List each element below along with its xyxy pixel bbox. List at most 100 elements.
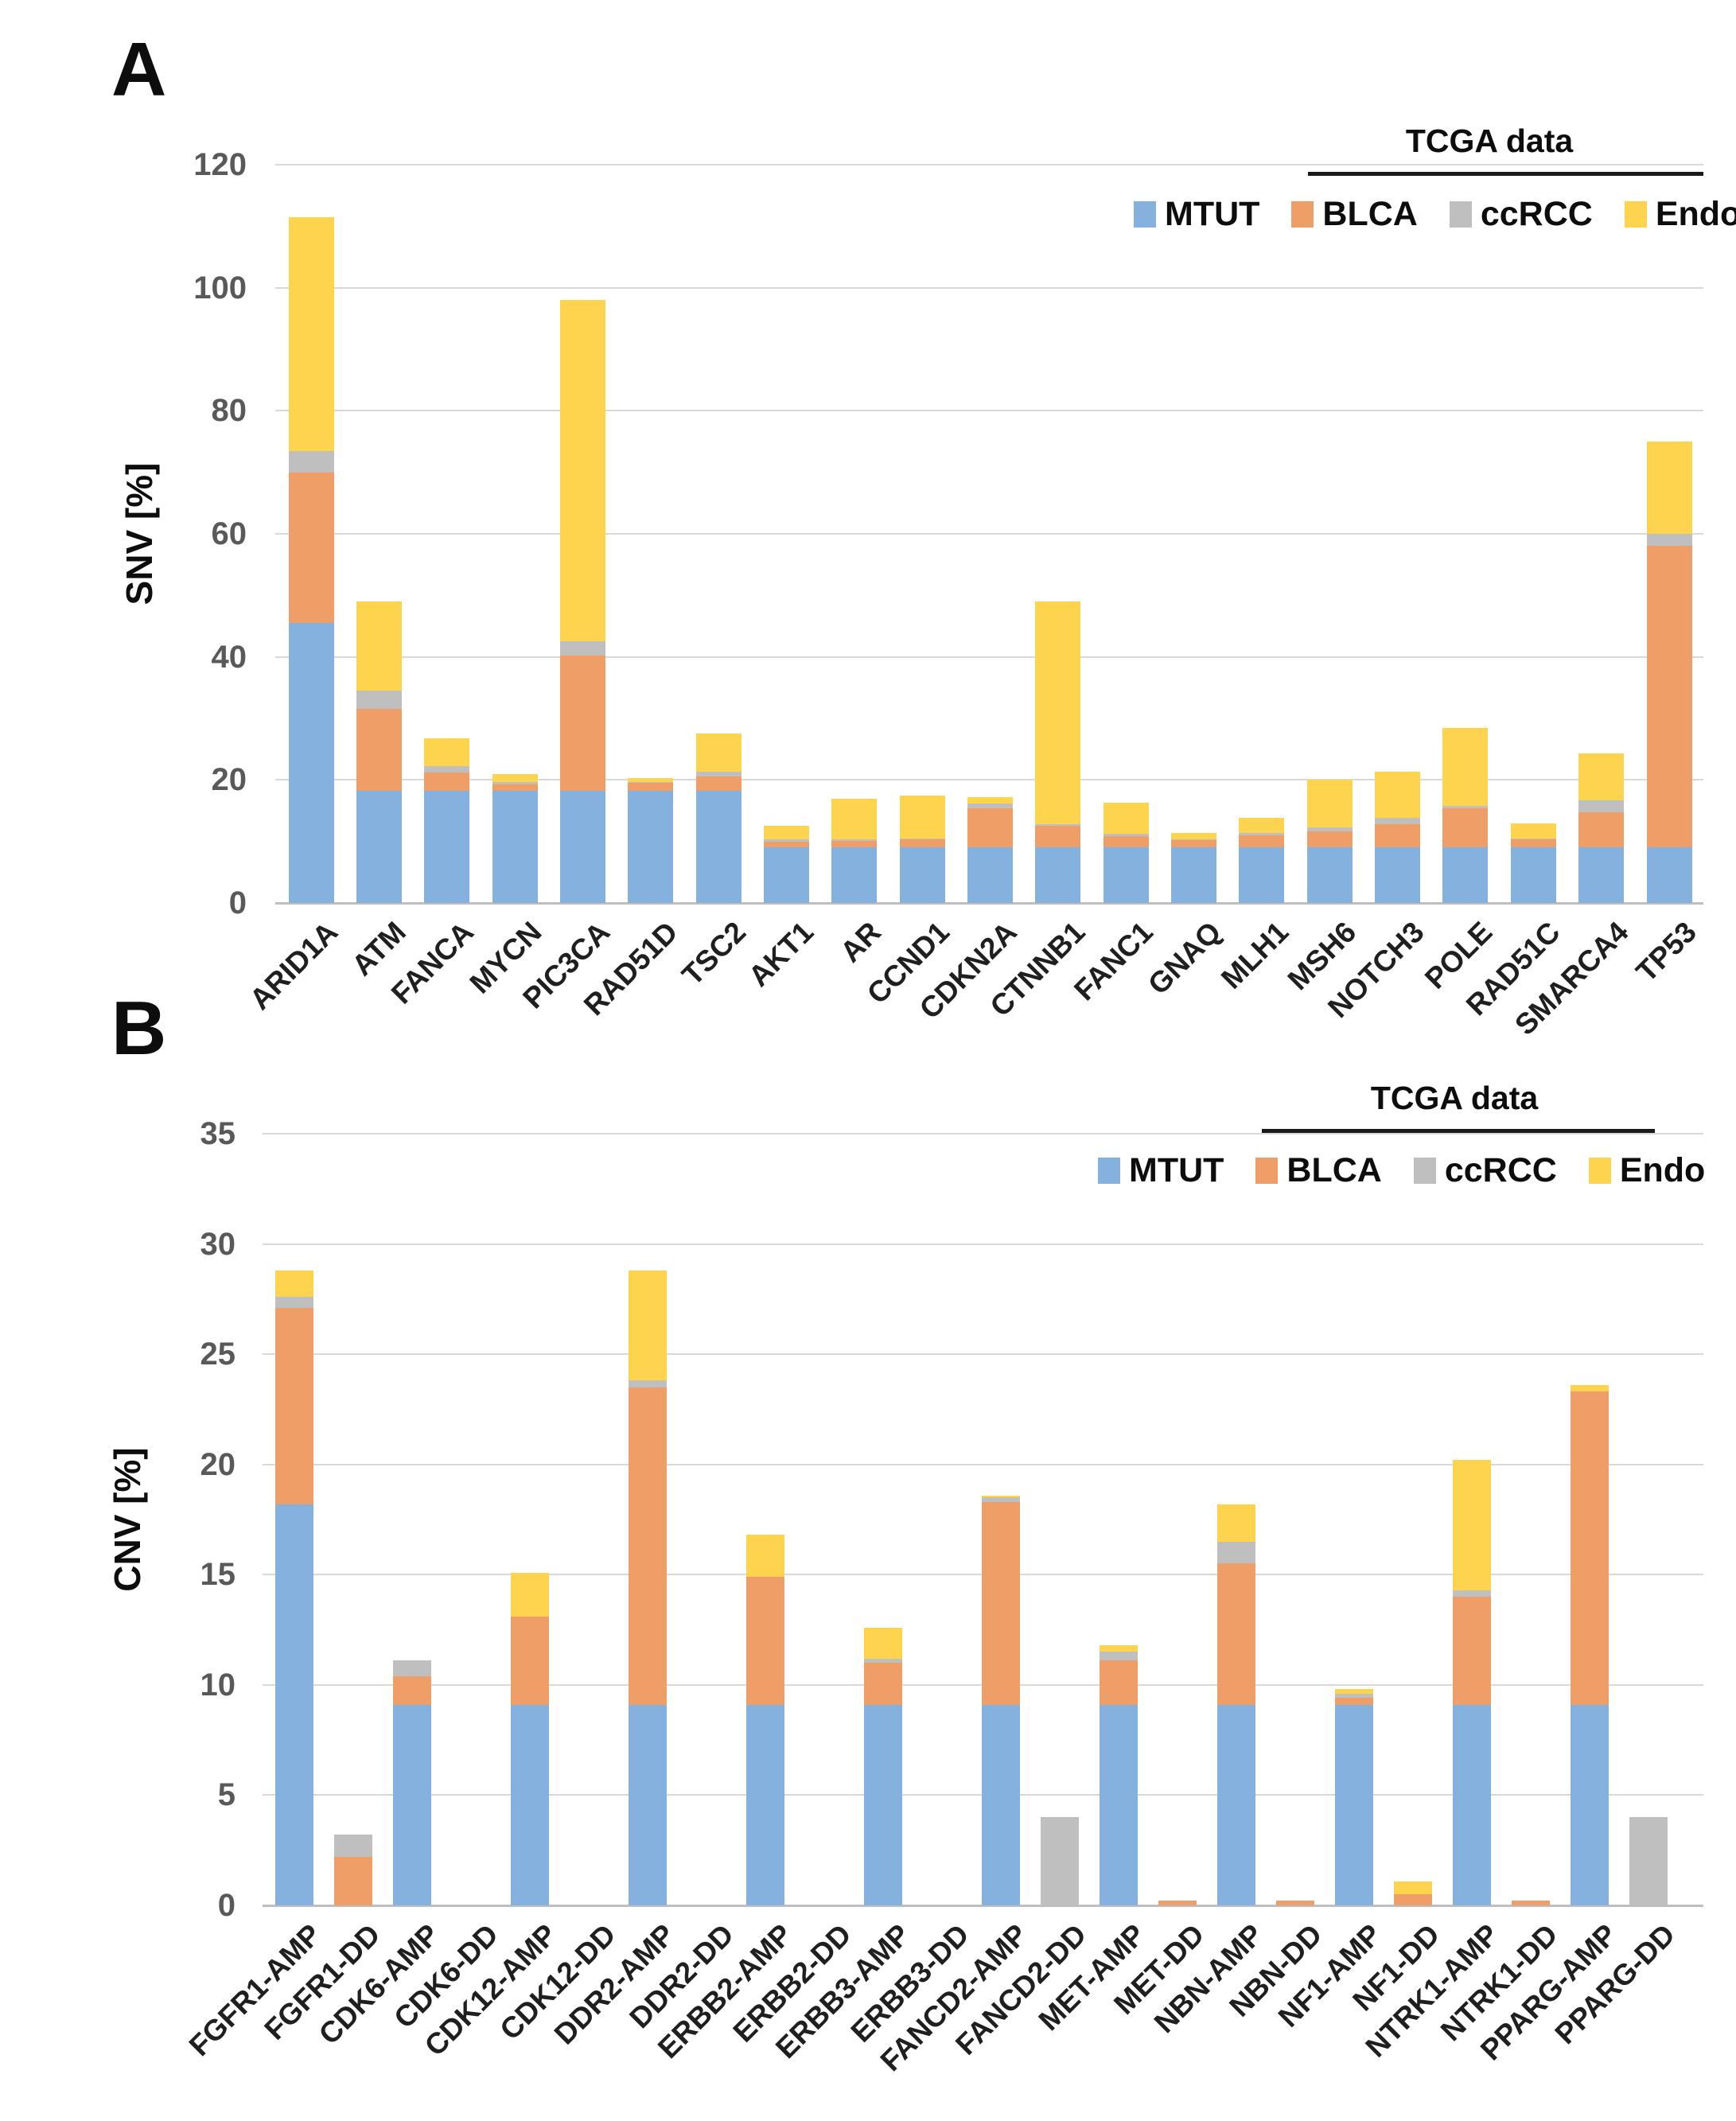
bar-segment-AR-Endo — [831, 798, 878, 840]
legend-swatch-MTUT — [1098, 1158, 1120, 1184]
bar-segment-FGFR1-DD-ccRCC — [334, 1835, 372, 1858]
bar-segment-NTRK1-AMP-ccRCC — [1453, 1590, 1491, 1597]
bar-segment-TSC2-MTUT — [695, 791, 741, 903]
bar-segment-ATM-MTUT — [356, 791, 402, 903]
bar-segment-PIC3CA-MTUT — [559, 791, 605, 903]
legend-swatch-ccRCC — [1413, 1158, 1436, 1184]
legend-b: MTUT BLCA ccRCC Endo — [1098, 1154, 1705, 1188]
panel-label-a: A — [111, 27, 167, 112]
bar-segment-DDR2-AMP-BLCA — [629, 1387, 667, 1705]
bar-segment-MET-AMP-Endo — [1100, 1644, 1138, 1652]
bar-segment-NF1-DD-Endo — [1394, 1881, 1432, 1895]
bar-segment-NOTCH3-Endo — [1375, 772, 1421, 819]
bar-segment-FGFR1-AMP-BLCA — [275, 1307, 313, 1504]
bar-segment-ARID1A-ccRCC — [288, 450, 334, 473]
x-category-label: AKT1 — [741, 915, 820, 993]
bar-segment-CCND1-Endo — [899, 795, 945, 839]
bar-segment-MET-AMP-BLCA — [1100, 1660, 1138, 1705]
bar-segment-ARID1A-Endo — [288, 216, 334, 451]
bar-segment-NOTCH3-ccRCC — [1375, 818, 1421, 824]
x-category-label: TSC2 — [675, 915, 752, 992]
legend-swatch-MTUT — [1134, 201, 1156, 228]
legend-a: MTUT BLCA ccRCC Endo — [1134, 197, 1736, 232]
bar-segment-MET-DD-BLCA — [1158, 1901, 1197, 1905]
bar-segment-MSH6-ccRCC — [1306, 827, 1353, 831]
bar-segment-NBN-DD-BLCA — [1276, 1901, 1314, 1905]
bar-segment-PIC3CA-ccRCC — [559, 641, 605, 656]
y-tick-label: 10 — [200, 1667, 236, 1703]
bar-segment-MLH1-ccRCC — [1239, 832, 1285, 835]
bar-segment-NTRK1-AMP-Endo — [1453, 1460, 1491, 1590]
x-category-label: MLH1 — [1215, 915, 1295, 995]
legend-label-MTUT: MTUT — [1165, 195, 1260, 233]
y-tick-label: 0 — [217, 1888, 235, 1923]
legend-swatch-Endo — [1624, 201, 1647, 228]
legend-item-BLCA: BLCA — [1291, 197, 1418, 232]
bar-segment-CDK12-AMP-BLCA — [511, 1616, 549, 1705]
bar-segment-ERBB3-AMP-ccRCC — [864, 1658, 902, 1664]
bar-segment-MYCN-MTUT — [492, 791, 538, 903]
legend-label-Endo: Endo — [1655, 195, 1736, 233]
gridline-120 — [275, 164, 1703, 165]
gridline-35 — [263, 1133, 1703, 1134]
bar-segment-MYCN-BLCA — [492, 784, 538, 792]
bar-segment-MLH1-MTUT — [1239, 846, 1285, 903]
legend-label-ccRCC: ccRCC — [1480, 195, 1593, 233]
bar-segment-ERBB3-AMP-BLCA — [864, 1663, 902, 1705]
bar-segment-ATM-ccRCC — [356, 691, 402, 710]
bar-segment-MSH6-BLCA — [1306, 831, 1353, 847]
bar-segment-GNAQ-BLCA — [1171, 839, 1217, 847]
bar-segment-RAD51C-BLCA — [1510, 839, 1556, 847]
bar-segment-ATM-BLCA — [356, 709, 402, 792]
bar-segment-PIC3CA-BLCA — [559, 656, 605, 792]
legend-label-BLCA: BLCA — [1286, 1151, 1382, 1189]
bar-segment-DDR2-AMP-Endo — [629, 1270, 667, 1381]
bar-segment-NTRK1-AMP-MTUT — [1453, 1704, 1491, 1905]
bar-segment-AR-ccRCC — [831, 839, 878, 841]
bar-segment-NF1-DD-BLCA — [1394, 1894, 1432, 1905]
bar-segment-FANC1-Endo — [1103, 802, 1149, 834]
bar-segment-MLH1-BLCA — [1239, 835, 1285, 847]
bar-segment-MSH6-MTUT — [1306, 846, 1353, 903]
bar-segment-ATM-Endo — [356, 601, 402, 691]
bar-segment-TP53-Endo — [1646, 442, 1692, 534]
y-tick-label: 100 — [193, 270, 247, 306]
bar-segment-ERBB2-AMP-BLCA — [746, 1577, 784, 1705]
bar-segment-FGFR1-AMP-Endo — [275, 1270, 313, 1298]
bar-segment-TSC2-BLCA — [695, 776, 741, 792]
bar-segment-AKT1-MTUT — [763, 846, 809, 903]
x-category-label: ARID1A — [243, 915, 344, 1016]
bar-segment-SMARCA4-MTUT — [1578, 846, 1625, 903]
bar-segment-CDK6-AMP-ccRCC — [393, 1660, 431, 1676]
bar-segment-AKT1-Endo — [763, 826, 809, 839]
y-tick-label: 40 — [211, 639, 247, 675]
bar-segment-SMARCA4-BLCA — [1578, 812, 1625, 847]
bar-segment-SMARCA4-ccRCC — [1578, 800, 1625, 813]
y-tick-label: 30 — [200, 1226, 236, 1262]
legend-item-ccRCC: ccRCC — [1413, 1154, 1557, 1188]
bar-segment-PPARG-AMP-MTUT — [1571, 1704, 1609, 1905]
bar-segment-ERBB2-AMP-MTUT — [746, 1704, 784, 1905]
bar-segment-PPARG-AMP-BLCA — [1571, 1391, 1609, 1705]
bar-segment-FANCA-ccRCC — [424, 765, 470, 773]
bar-segment-MLH1-Endo — [1239, 817, 1285, 833]
bar-segment-RAD51D-Endo — [628, 778, 674, 782]
bar-segment-FANCD2-AMP-ccRCC — [982, 1497, 1020, 1502]
bar-segment-DDR2-AMP-MTUT — [629, 1704, 667, 1905]
bar-segment-CTNNB1-Endo — [1035, 601, 1081, 824]
bar-segment-POLE-MTUT — [1442, 846, 1489, 903]
bar-segment-NBN-AMP-BLCA — [1217, 1563, 1255, 1705]
bar-segment-FANC1-BLCA — [1103, 835, 1149, 847]
bar-segment-FANCD2-AMP-Endo — [982, 1495, 1020, 1498]
bar-segment-RAD51C-Endo — [1510, 823, 1556, 839]
bar-segment-TP53-ccRCC — [1646, 534, 1692, 547]
gridline-60 — [275, 533, 1703, 535]
panel-label-b: B — [111, 986, 167, 1071]
bar-segment-CTNNB1-BLCA — [1035, 826, 1081, 847]
y-tick-label: 20 — [200, 1446, 236, 1482]
gridline-25 — [263, 1353, 1703, 1356]
y-tick-label: 120 — [193, 147, 247, 182]
bar-segment-ERBB3-AMP-Endo — [864, 1627, 902, 1659]
bar-segment-CDK12-AMP-MTUT — [511, 1704, 549, 1905]
